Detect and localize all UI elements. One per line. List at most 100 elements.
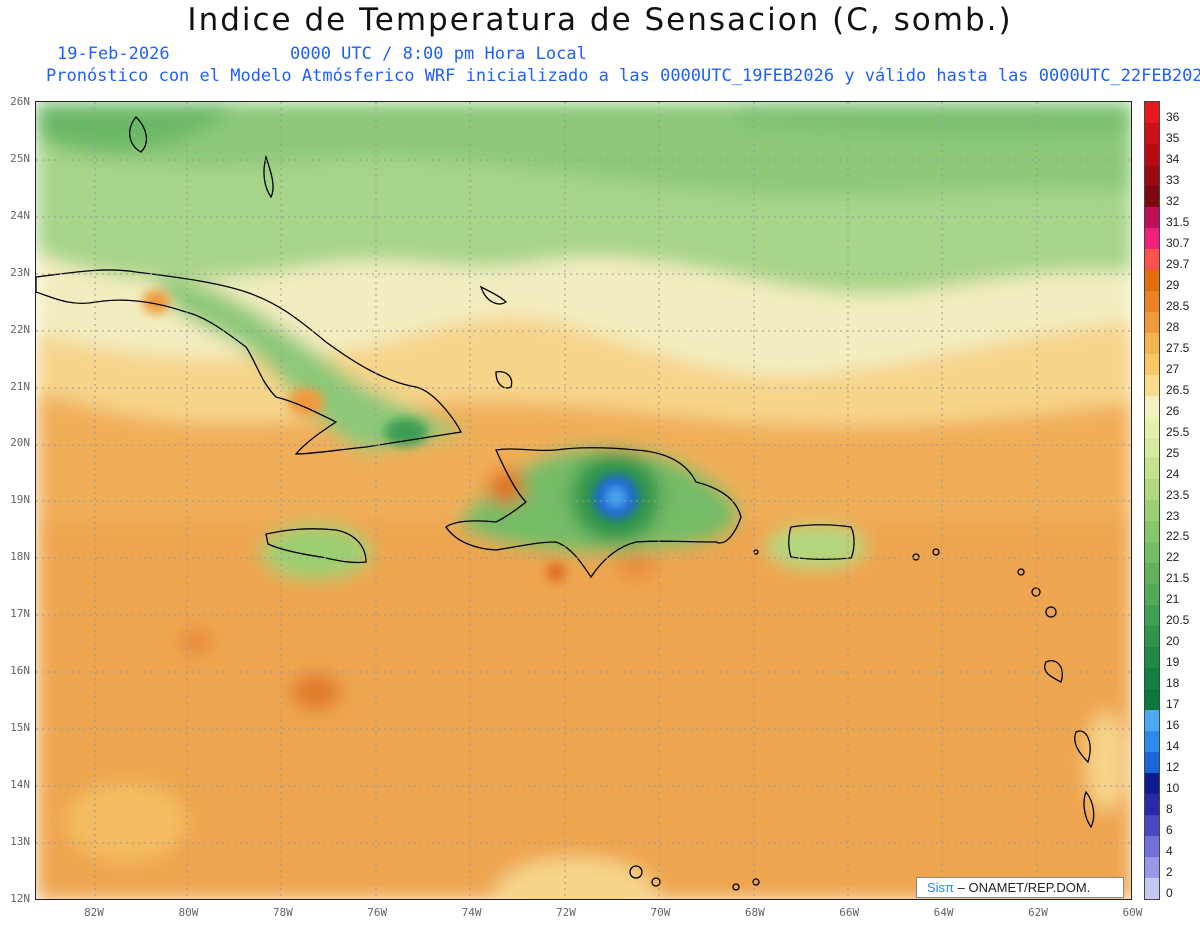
colorbar-segment <box>1145 269 1159 291</box>
map-canvas <box>36 102 1131 899</box>
colorbar-level: 0 <box>1166 886 1173 901</box>
lat-label: 20N <box>10 436 30 450</box>
lat-label: 16N <box>10 664 30 677</box>
colorbar-level: 30.7 <box>1166 235 1190 250</box>
lat-label: 23N <box>10 265 30 279</box>
lon-label: 62W <box>1028 906 1048 919</box>
colorbar-segment <box>1145 856 1159 878</box>
colorbar-segment <box>1145 311 1159 333</box>
colorbar-level: 18 <box>1166 676 1180 691</box>
colorbar-segment <box>1145 877 1159 899</box>
valid-date: 19-Feb-2026 <box>57 44 170 64</box>
colorbar-segment <box>1145 835 1159 857</box>
lat-label: 24N <box>10 208 30 222</box>
colorbar-segment <box>1145 479 1159 501</box>
colorbar-level: 29 <box>1166 277 1180 292</box>
colorbar-level: 10 <box>1166 781 1180 796</box>
lon-label: 82W <box>84 906 104 919</box>
colorbar-segment <box>1145 584 1159 606</box>
colorbar-level: 36 <box>1166 110 1180 124</box>
colorbar-segment <box>1145 102 1159 123</box>
colorbar-level: 25.5 <box>1166 424 1190 439</box>
lon-label: 60W <box>1122 906 1143 919</box>
colorbar-level: 28 <box>1166 319 1180 334</box>
lat-label: 17N <box>10 607 30 621</box>
lon-label: 64W <box>933 906 954 919</box>
colorbar-level: 8 <box>1166 802 1173 817</box>
colorbar-segment <box>1145 416 1159 438</box>
lat-label: 12N <box>10 891 30 905</box>
credit-box: Sisπ – ONAMET/REP.DOM. <box>916 877 1124 898</box>
colorbar-level: 25 <box>1166 445 1180 460</box>
colorbar-level: 24 <box>1166 466 1180 481</box>
colorbar-level: 26.5 <box>1166 382 1190 397</box>
colorbar-level: 4 <box>1166 844 1173 859</box>
colorbar-segment <box>1145 668 1159 690</box>
colorbar-level: 20 <box>1166 634 1180 649</box>
colorbar-level: 32 <box>1166 193 1180 208</box>
lat-label: 22N <box>10 322 30 336</box>
colorbar-segment <box>1145 731 1159 753</box>
lon-label: 66W <box>839 906 860 919</box>
colorbar-segment <box>1145 332 1159 354</box>
lon-label: 80W <box>178 906 199 919</box>
colorbar-level: 27.5 <box>1166 340 1190 355</box>
lat-label: 21N <box>10 379 30 393</box>
colorbar-segment <box>1145 605 1159 627</box>
lon-label: 76W <box>367 906 388 919</box>
colorbar-segment <box>1145 689 1159 711</box>
forecast-info: Pronóstico con el Modelo Atmósferico WRF… <box>46 66 1200 86</box>
lat-label: 25N <box>10 151 30 165</box>
lat-label: 14N <box>10 777 30 791</box>
colorbar-level: 26 <box>1166 403 1180 418</box>
colorbar-segment <box>1145 710 1159 732</box>
colorbar-segment <box>1145 500 1159 522</box>
colorbar-level: 22.5 <box>1166 529 1190 544</box>
colorbar-segment <box>1145 647 1159 669</box>
colorbar-level: 6 <box>1166 823 1173 838</box>
colorbar-level: 27 <box>1166 361 1180 376</box>
colorbar-level: 31.5 <box>1166 214 1190 229</box>
colorbar-segment <box>1145 227 1159 249</box>
colorbar-segment <box>1145 626 1159 648</box>
colorbar-segment <box>1145 752 1159 773</box>
lat-label: 18N <box>10 550 30 564</box>
colorbar-level: 23 <box>1166 508 1180 523</box>
lon-label: 68W <box>744 906 765 919</box>
colorbar-segment <box>1145 290 1159 312</box>
colorbar-segment <box>1145 773 1159 794</box>
heat-index-map <box>35 101 1132 900</box>
colorbar-segment <box>1145 395 1159 417</box>
lon-label: 70W <box>650 906 671 919</box>
credit-org: – ONAMET/REP.DOM. <box>957 880 1091 895</box>
colorbar-level: 17 <box>1166 697 1180 712</box>
colorbar-level: 35 <box>1166 130 1180 145</box>
colorbar-level: 21 <box>1166 592 1180 607</box>
lon-label: 74W <box>461 906 482 919</box>
colorbar-segment <box>1145 374 1159 396</box>
colorbar-level: 20.5 <box>1166 613 1190 628</box>
credit-brand: Sisπ <box>927 880 955 895</box>
colorbar-segment <box>1145 206 1159 228</box>
colorbar-segment <box>1145 814 1159 836</box>
colorbar-level: 22 <box>1166 550 1180 565</box>
lon-label: 78W <box>272 906 293 919</box>
lat-label: 15N <box>10 720 30 734</box>
colorbar-segment <box>1145 143 1159 165</box>
colorbar-segment <box>1145 353 1159 375</box>
map-title: Indice de Temperatura de Sensacion (C, s… <box>187 2 1013 38</box>
colorbar-segment <box>1145 437 1159 459</box>
detail-field <box>142 290 638 582</box>
colorbar-segment <box>1145 185 1159 207</box>
colorbar-level: 21.5 <box>1166 571 1190 586</box>
colorbar-level: 23.5 <box>1166 487 1190 502</box>
colorbar-segment <box>1145 563 1159 585</box>
colorbar-segment <box>1145 542 1159 564</box>
lat-lon-grid <box>36 102 1131 899</box>
valid-time: 0000 UTC / 8:00 pm Hora Local <box>290 44 587 64</box>
colorbar-segment <box>1145 793 1159 815</box>
lon-label: 72W <box>556 906 576 919</box>
colorbar-segment <box>1145 122 1159 144</box>
colorbar-level: 33 <box>1166 172 1180 187</box>
colorbar-segment <box>1145 458 1159 480</box>
